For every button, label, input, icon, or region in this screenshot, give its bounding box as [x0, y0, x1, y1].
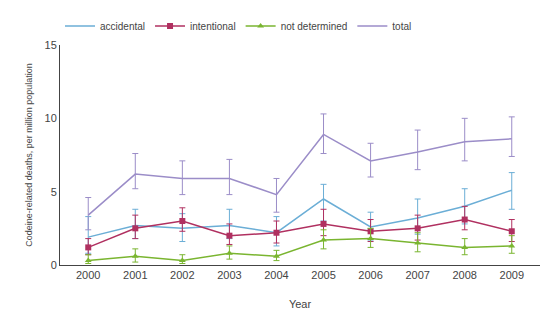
svg-text:2009: 2009 — [500, 269, 524, 281]
svg-text:2006: 2006 — [358, 269, 382, 281]
svg-text:intentional: intentional — [190, 21, 236, 32]
svg-text:2004: 2004 — [264, 269, 288, 281]
svg-text:Year: Year — [289, 298, 312, 310]
svg-text:2005: 2005 — [311, 269, 335, 281]
svg-text:2008: 2008 — [452, 269, 476, 281]
svg-text:10: 10 — [45, 112, 57, 124]
svg-text:accidental: accidental — [100, 21, 145, 32]
svg-text:2007: 2007 — [405, 269, 429, 281]
svg-text:2000: 2000 — [76, 269, 100, 281]
svg-text:2003: 2003 — [217, 269, 241, 281]
svg-text:0: 0 — [51, 259, 57, 271]
svg-text:Codeine-related deaths, per mi: Codeine-related deaths, per million popu… — [24, 63, 34, 247]
svg-text:2001: 2001 — [123, 269, 147, 281]
svg-text:5: 5 — [51, 186, 57, 198]
svg-text:total: total — [392, 21, 411, 32]
svg-text:not determined: not determined — [281, 21, 348, 32]
svg-text:2002: 2002 — [170, 269, 194, 281]
svg-text:15: 15 — [45, 39, 57, 51]
